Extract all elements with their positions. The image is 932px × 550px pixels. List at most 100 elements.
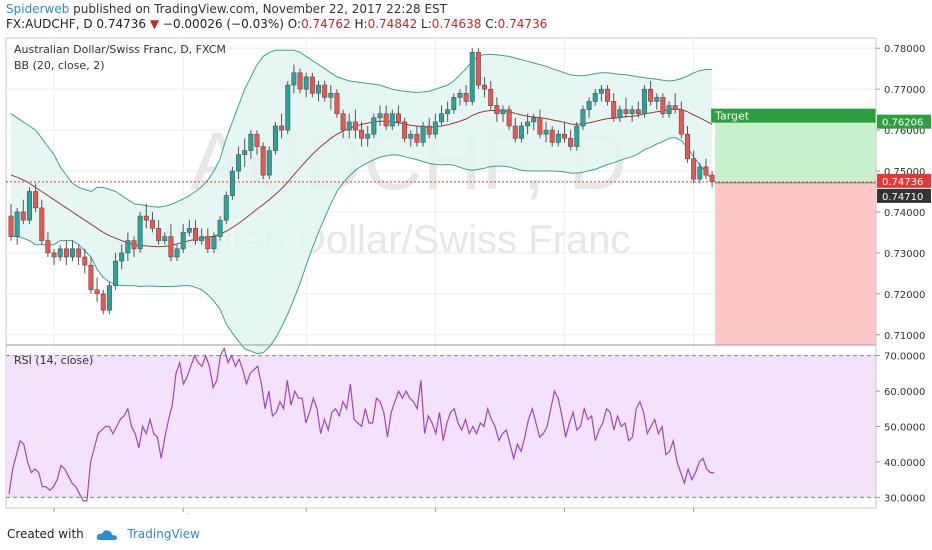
candle-up [629, 109, 635, 115]
price-tick-label: 0.71000 [884, 331, 925, 342]
candle-down [568, 137, 574, 147]
candle-down [605, 88, 611, 102]
candle-up [697, 166, 703, 180]
candle-up [26, 191, 32, 221]
candle-down [482, 84, 488, 90]
candle-down [506, 109, 512, 127]
tradingview-cloud-icon [96, 529, 117, 540]
price-axis[interactable]: 0.78000 0.77000 0.76000 0.75000 0.74000 0.730… [876, 44, 925, 342]
target-zone [715, 121, 876, 183]
rsi-axis[interactable]: 70.0000 60.0000 50.0000 40.0000 30.0000 [876, 352, 925, 505]
candle-up [617, 109, 623, 119]
candle-down [322, 84, 328, 98]
candle-down [703, 166, 709, 176]
legend-rsi: RSI (14, close) [14, 354, 93, 367]
candle-up [211, 236, 217, 250]
candle-down [309, 76, 315, 94]
time-tick-label: Oct [556, 513, 573, 514]
candle-down [488, 88, 494, 106]
candle-down [414, 133, 420, 143]
candle-down [352, 121, 358, 131]
open-value: 0.74762 [301, 17, 351, 31]
rsi-tick-label: 30.0000 [884, 493, 925, 504]
publish-line: Spiderweb published on TradingView.com, … [6, 2, 447, 16]
candle-up [70, 248, 76, 258]
time-axis[interactable]: Jun Jul Aug Sep Oct Nov [45, 508, 703, 514]
candle-down [143, 215, 149, 221]
rsi-tick-label: 50.0000 [884, 423, 925, 434]
symbol-label: FX:AUDCHF, D [6, 17, 93, 31]
time-tick-label: Sep [426, 513, 445, 514]
current-price-label-box [877, 173, 931, 188]
price-labels: 0.76206 0.74736 0.74710 [877, 114, 931, 203]
candle-up [555, 133, 561, 143]
candle-up [531, 117, 537, 123]
candle-up [236, 154, 242, 172]
candle-up [180, 232, 186, 250]
candle-up [574, 125, 580, 147]
open-label: O: [287, 17, 302, 31]
candle-down [156, 228, 162, 241]
legend-bb: BB (20, close, 2) [14, 59, 105, 72]
candle-up [654, 97, 660, 102]
candle-down [512, 125, 518, 139]
candle-up [106, 285, 112, 311]
stop-zone [715, 182, 876, 345]
rsi-tick-label: 40.0000 [884, 458, 925, 469]
low-label: L: [421, 17, 432, 31]
time-tick-label: Aug [296, 513, 316, 514]
rsi-indicator [6, 346, 876, 502]
candle-up [248, 133, 254, 151]
bb-upper-line [10, 49, 713, 208]
candle-up [119, 252, 125, 262]
candle-up [420, 125, 426, 143]
legend-title: Australian Dollar/Swiss Franc, D, FXCM [14, 43, 226, 56]
candle-down [691, 158, 697, 180]
candle-down [131, 240, 137, 250]
change-down-icon: ▼ [149, 17, 160, 31]
candle-up [174, 248, 180, 258]
candle-down [549, 129, 555, 143]
created-with-label: Created with [7, 527, 84, 541]
symbol-line: FX:AUDCHF, D 0.74736 ▼ −0.00026 (−0.03%)… [6, 17, 547, 31]
target-label-box [711, 108, 876, 123]
risk-reward-tool[interactable]: Target [711, 108, 876, 345]
candle-down [648, 88, 654, 102]
author-link[interactable]: Spiderweb [6, 2, 70, 16]
target-label: Target [714, 110, 750, 123]
time-tick-label: Jul [176, 513, 189, 514]
close-value: 0.74736 [497, 17, 548, 31]
candle-down [402, 121, 408, 139]
candle-up [580, 109, 586, 127]
target-price-label-box [877, 114, 931, 129]
candle-down [340, 113, 346, 131]
entry-price-label: 0.74710 [882, 192, 923, 203]
candle-down [82, 256, 88, 266]
candle-down [561, 133, 567, 139]
candle-down [51, 252, 57, 258]
candle-up [346, 121, 352, 131]
candle-up [371, 117, 377, 135]
candle-down [254, 133, 260, 147]
price-chart[interactable]: AUDCHF, D Australian Dollar/Swiss Franc … [0, 34, 932, 514]
candle-down [193, 228, 199, 241]
candle-down [63, 248, 69, 258]
candle-up [445, 109, 451, 115]
candle-down [537, 117, 543, 135]
price-tick-label: 0.75000 [884, 167, 925, 178]
candle-up [291, 72, 297, 86]
candle-down [8, 215, 14, 237]
published-text: published on TradingView.com, November 2… [73, 2, 447, 16]
candle-down [494, 105, 500, 115]
candle-down [279, 125, 285, 131]
candle-up [500, 109, 506, 115]
candle-up [303, 76, 309, 90]
candle-down [623, 109, 629, 115]
tradingview-link[interactable]: TradingView [127, 527, 200, 541]
footer: Created with TradingView [7, 527, 200, 541]
candle-down [660, 97, 666, 115]
candle-up [14, 211, 20, 237]
candle-up [137, 215, 143, 250]
high-label: H: [354, 17, 368, 31]
bb-lower-line [11, 136, 713, 355]
